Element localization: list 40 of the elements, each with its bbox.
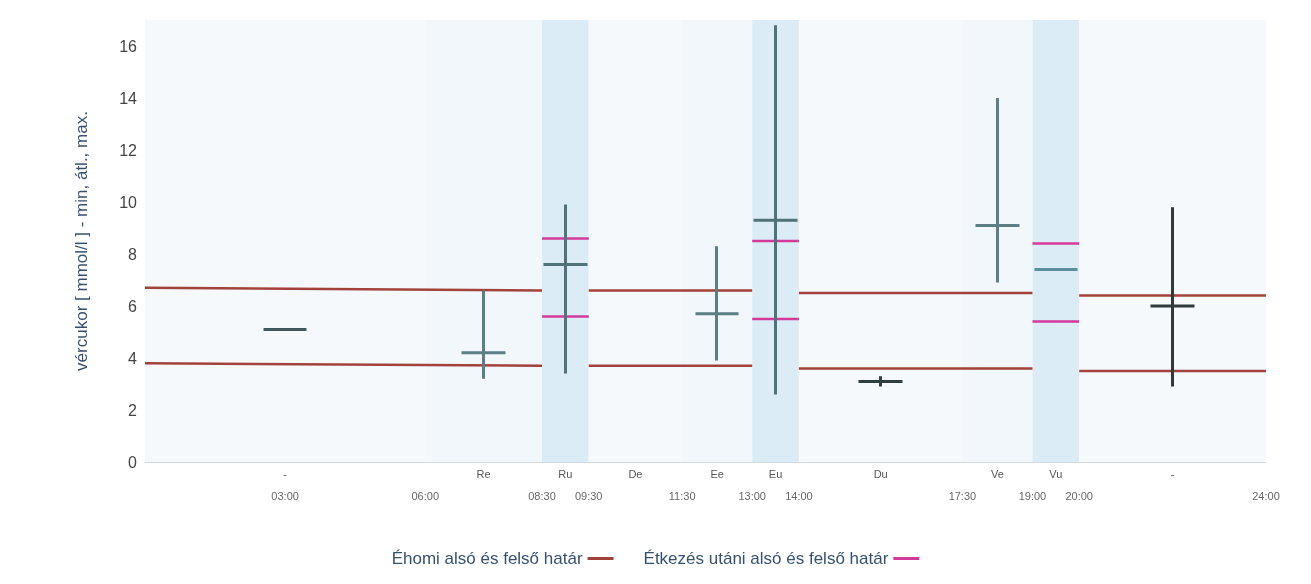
band-label: Re [476,467,491,480]
y-tick-label: 14 [119,89,138,107]
x-tick-label: 11:30 [668,489,696,502]
band-label: - [283,467,288,480]
band-label: De [628,467,643,480]
y-tick-label: 16 [119,37,138,55]
candlestick [1033,268,1079,272]
x-tick-label: 03:00 [271,489,299,502]
y-tick-label: 12 [119,141,138,159]
x-tick-label: 17:30 [948,489,977,502]
x-tick-label: 13:00 [738,489,766,502]
candlestick [460,290,507,379]
x-tick-label: 24:00 [1252,489,1280,502]
x-tick-label: 19:00 [1018,489,1047,502]
y-tick-label: 0 [128,453,138,471]
candlestick [1149,207,1196,387]
band-label: Ve [991,467,1004,480]
band-label: Ee [710,467,724,480]
y-tick-label: 8 [128,245,138,263]
y-axis-title: vércukor [ mmol/l ] - min, átl., max. [72,111,91,371]
x-tick-label: 14:00 [785,489,813,502]
x-tick-label: 08:30 [528,489,556,502]
x-tick-label: 06:00 [411,489,440,502]
legend-label: Éhomi alsó és felső határ [391,549,583,568]
candlestick [974,98,1021,283]
band-label: Eu [768,467,783,480]
y-tick-label: 10 [119,193,138,211]
x-tick-label: 20:00 [1065,489,1093,502]
band-label: Ru [558,467,573,480]
candlestick [694,246,740,361]
band-label: Vu [1049,467,1063,480]
x-tick-label: 09:30 [574,489,603,502]
band-label: Du [873,467,888,480]
candlestick [857,376,904,387]
y-tick-label: 6 [128,297,138,315]
legend-label: Étkezés utáni alsó és felső határ [643,549,889,568]
y-tick-label: 2 [128,401,138,419]
y-tick-label: 4 [128,349,138,367]
band-label: - [1170,467,1175,480]
candlestick [262,327,308,331]
